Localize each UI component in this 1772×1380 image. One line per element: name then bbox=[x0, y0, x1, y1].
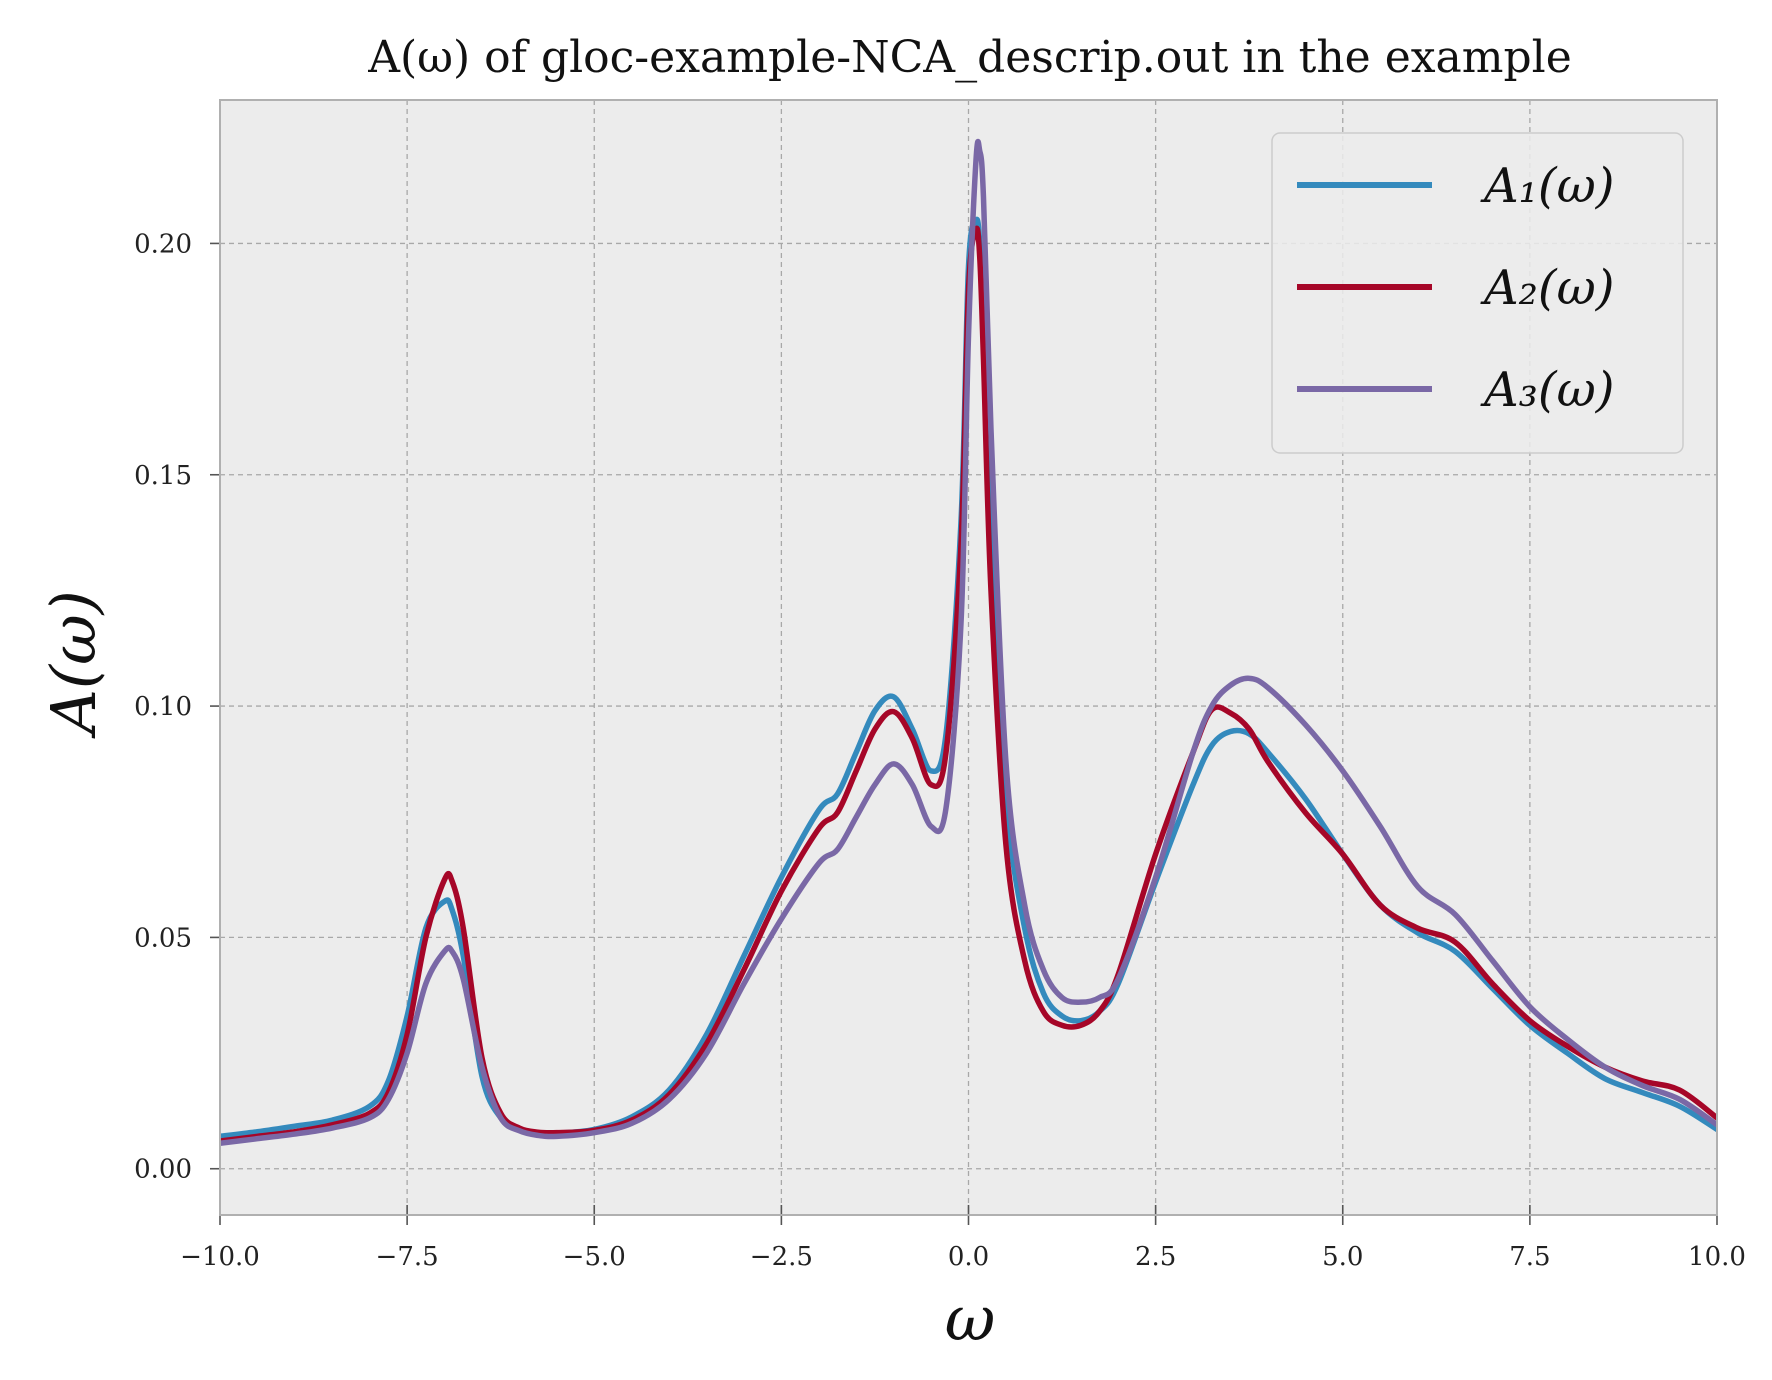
x-axis-label: ω bbox=[945, 1282, 996, 1355]
x-tick-label: 10.0 bbox=[1688, 1242, 1746, 1272]
x-tick-label: 5.0 bbox=[1322, 1242, 1363, 1272]
y-tick-label: 0.10 bbox=[134, 692, 192, 722]
x-tick-label: −5.0 bbox=[563, 1242, 626, 1272]
series-line-3 bbox=[220, 138, 1717, 1147]
data-series bbox=[220, 138, 1717, 1147]
y-axis-label: A(ω) bbox=[37, 590, 110, 739]
y-axis-tick-labels: 0.00 0.05 0.10 0.15 0.20 bbox=[134, 229, 192, 1184]
chart-title: A(ω) of gloc-example-NCA_descrip.out in … bbox=[367, 32, 1572, 83]
legend-label: A₃(ω) bbox=[1480, 362, 1615, 418]
legend-label: A₂(ω) bbox=[1480, 260, 1615, 316]
x-tick-label: 2.5 bbox=[1135, 1242, 1176, 1272]
legend: A₁(ω) A₂(ω) A₃(ω) bbox=[1271, 132, 1684, 454]
y-tick-label: 0.20 bbox=[134, 229, 192, 259]
x-tick-label: −10.0 bbox=[180, 1242, 260, 1272]
x-tick-label: 0.0 bbox=[948, 1242, 989, 1272]
axis-ticks bbox=[210, 242, 1718, 1225]
x-axis-tick-labels: −10.0 −7.5 −5.0 −2.5 0.0 2.5 5.0 7.5 10.0 bbox=[180, 1242, 1746, 1272]
y-tick-label: 0.00 bbox=[134, 1155, 192, 1185]
x-tick-label: 7.5 bbox=[1509, 1242, 1550, 1272]
legend-label: A₁(ω) bbox=[1480, 158, 1615, 214]
plot-frame bbox=[219, 99, 1718, 1216]
y-tick-label: 0.15 bbox=[134, 461, 192, 491]
legend-box bbox=[1271, 132, 1684, 454]
x-tick-label: −2.5 bbox=[750, 1242, 813, 1272]
x-tick-label: −7.5 bbox=[376, 1242, 439, 1272]
chart-title-text: A(ω) of gloc-example-NCA_descrip.out in … bbox=[367, 32, 1572, 83]
y-tick-label: 0.05 bbox=[134, 923, 192, 953]
